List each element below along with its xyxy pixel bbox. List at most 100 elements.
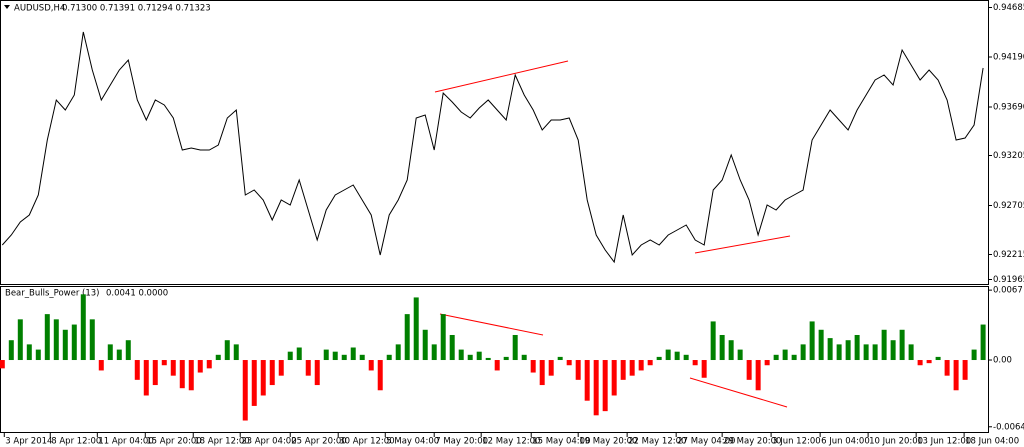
bar [701, 360, 707, 378]
x-tick-label: 22 May 12:00 [628, 437, 686, 447]
bar [278, 360, 284, 376]
indicator-title: Bear_Bulls_Power (13) [5, 289, 99, 299]
bar [341, 354, 347, 361]
bar [980, 324, 986, 361]
bar [791, 354, 797, 361]
y-tick-label: 0.0067 [993, 286, 1023, 296]
bar [53, 319, 59, 361]
x-tick-label: 3 Apr 2014 [5, 437, 52, 447]
bar [935, 356, 941, 361]
x-tick-label: 15 May 04:00 [532, 437, 590, 447]
bar [557, 356, 563, 361]
bar [80, 294, 86, 361]
bar [539, 360, 545, 386]
y-tick-label: -0.0064 [993, 422, 1024, 432]
bar [305, 360, 311, 376]
trend-line [439, 313, 544, 336]
bar [395, 344, 401, 361]
y-tick-label: 0.92215 [993, 250, 1024, 260]
bar [620, 360, 626, 380]
bar [692, 360, 698, 366]
bar [728, 340, 734, 361]
bar [863, 344, 869, 361]
x-tick-label: 12 May 12:00 [482, 437, 540, 447]
bar [179, 360, 185, 389]
bar [8, 340, 14, 361]
bar [926, 360, 932, 364]
ohlc-values: 0.71300 0.71391 0.71294 0.71323 [62, 4, 211, 14]
y-tick-label: 0.92705 [993, 201, 1024, 211]
x-tick-label: 19 May 20:00 [579, 437, 637, 447]
bar [44, 314, 50, 361]
bar [242, 360, 248, 421]
bar [125, 340, 131, 361]
bar [872, 344, 878, 361]
bar [710, 321, 716, 361]
bar [647, 360, 653, 366]
y-tick-label: 0.91965 [993, 275, 1024, 285]
bar [764, 360, 770, 366]
bar [566, 360, 572, 366]
bar [404, 314, 410, 361]
x-tick-label: 25 Apr 20:00 [291, 437, 346, 447]
x-tick-label: 8 Apr 12:00 [51, 437, 101, 447]
x-tick-label: 7 May 20:00 [435, 437, 488, 447]
bar [98, 360, 104, 371]
bar [674, 351, 680, 361]
bar [476, 351, 482, 361]
bar [944, 360, 950, 376]
x-tick-label: 6 Jun 04:00 [821, 437, 870, 447]
bar [269, 360, 275, 386]
bar [575, 360, 581, 380]
bar [683, 354, 689, 361]
bar [719, 334, 725, 361]
price-pane [0, 0, 989, 285]
bar [971, 349, 977, 361]
bar [782, 349, 788, 361]
bar [143, 360, 149, 396]
bar [602, 360, 608, 412]
x-tick-label: 15 Apr 20:00 [146, 437, 201, 447]
bar [314, 360, 320, 386]
bar [368, 360, 374, 371]
bar [638, 360, 644, 371]
bar [134, 360, 140, 380]
bar [953, 360, 959, 391]
y-tick-label: 0.00 [993, 356, 1012, 366]
bar [233, 344, 239, 361]
x-tick-label: 23 Apr 04:00 [241, 437, 296, 447]
bar [26, 344, 32, 361]
bar [413, 297, 419, 361]
bar [827, 338, 833, 361]
bar [809, 321, 815, 361]
x-tick-label: 13 Jun 12:00 [917, 437, 971, 447]
x-tick-label: 29 May 20:00 [723, 437, 781, 447]
bar [440, 314, 446, 361]
bar [386, 354, 392, 361]
bar [89, 319, 95, 361]
trend-line [434, 60, 569, 93]
bar [197, 360, 203, 373]
bar [737, 349, 743, 361]
x-tick-label: 27 May 04:00 [677, 437, 735, 447]
bar [494, 360, 500, 371]
x-tick-label: 3 Jun 12:00 [772, 437, 821, 447]
y-tick-label: 0.93205 [993, 151, 1024, 161]
x-tick-label: 10 Jun 20:00 [869, 437, 923, 447]
trend-line [689, 377, 788, 408]
bar [260, 360, 266, 396]
indicator-pane [0, 286, 989, 433]
bar [845, 340, 851, 361]
bar [35, 349, 41, 361]
bar [359, 354, 365, 361]
bar [0, 360, 5, 369]
bar [170, 360, 176, 376]
x-tick-label: 18 Jun 04:00 [965, 437, 1019, 447]
price-line [1, 31, 984, 264]
bar [665, 349, 671, 361]
x-tick-label: 5 May 04:00 [386, 437, 439, 447]
bar [296, 347, 302, 361]
bar [17, 319, 23, 361]
bar [548, 360, 554, 376]
